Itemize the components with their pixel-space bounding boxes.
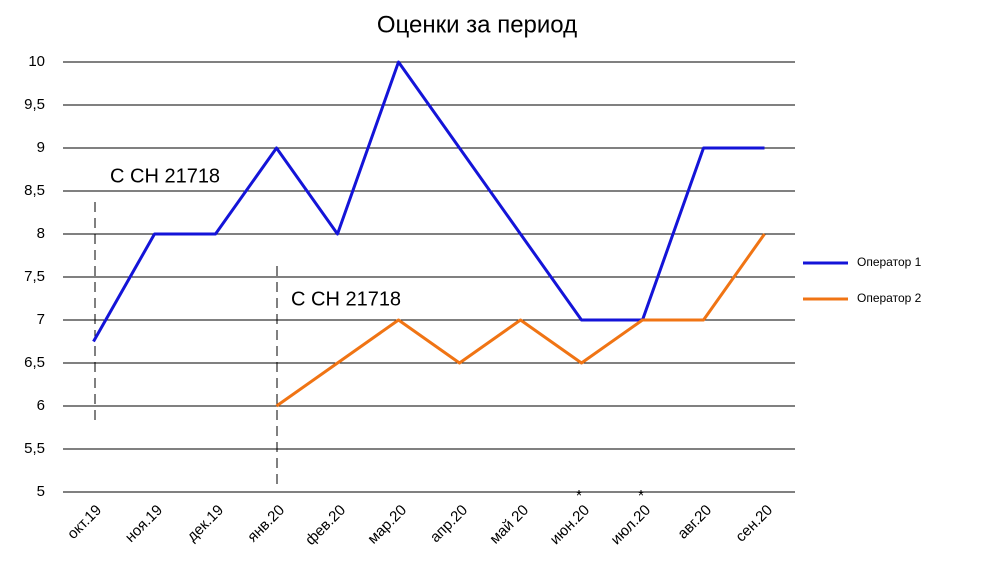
- y-tick-label: 6,5: [24, 354, 45, 371]
- series-line: [92, 60, 765, 343]
- y-tick-label: 5: [37, 483, 45, 500]
- y-tick-label: 8,5: [24, 182, 45, 199]
- x-tick-label: мар.20: [364, 502, 410, 548]
- y-tick-label: 8: [37, 225, 45, 242]
- annotation: *: [638, 488, 644, 505]
- x-tick-label: ноя.19: [122, 502, 166, 546]
- x-tick-label: апр.20: [427, 502, 471, 546]
- y-tick-label: 5,5: [24, 440, 45, 457]
- y-tick-label: 9,5: [24, 96, 45, 113]
- y-tick-label: 7: [37, 311, 45, 328]
- x-tick-label: сен.20: [732, 502, 776, 546]
- legend-label: Оператор 1: [857, 255, 922, 269]
- x-tick-label: май 20: [486, 502, 532, 548]
- series-line: [275, 233, 766, 408]
- y-tick-label: 10: [28, 53, 45, 70]
- x-tick-label: дек.19: [184, 502, 227, 545]
- y-tick-label: 7,5: [24, 268, 45, 285]
- annotation: С СН 21718: [110, 165, 220, 187]
- x-tick-label: фев.20: [302, 502, 349, 549]
- x-tick-label: июл.20: [608, 502, 655, 549]
- annotation: С СН 21718: [291, 288, 401, 310]
- chart-title: Оценки за период: [377, 11, 577, 38]
- x-tick-label: янв.20: [244, 502, 288, 546]
- x-tick-label: авг.20: [674, 502, 715, 543]
- y-tick-label: 9: [37, 139, 45, 156]
- y-tick-label: 6: [37, 397, 45, 414]
- legend-label: Оператор 2: [857, 291, 922, 305]
- x-tick-label: июн.20: [547, 502, 594, 549]
- annotation: *: [576, 488, 582, 505]
- x-tick-label: окт.19: [64, 502, 105, 543]
